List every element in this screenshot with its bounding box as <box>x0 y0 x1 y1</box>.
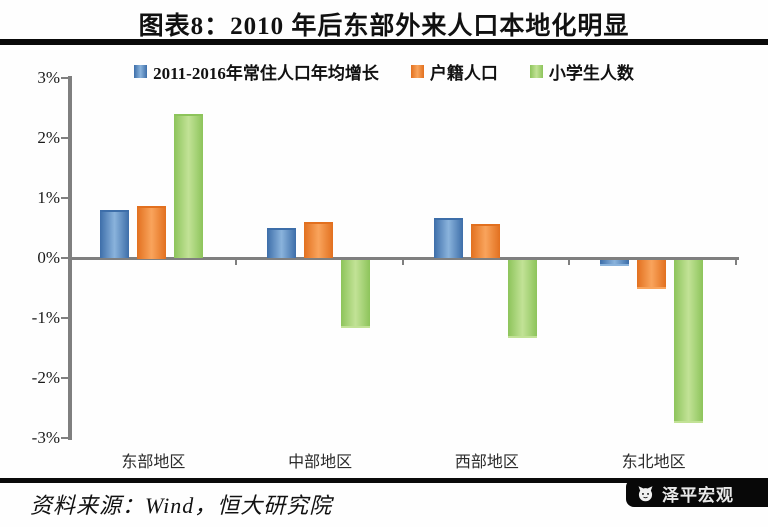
bar-西部地区-series1 <box>470 224 500 259</box>
y-axis-tick <box>61 317 68 319</box>
legend-label: 户籍人口 <box>429 64 498 83</box>
x-axis-category-label: 西部地区 <box>454 454 519 471</box>
y-axis-tick-label: 3% <box>37 68 60 87</box>
legend-swatch-icon <box>410 65 424 78</box>
x-axis-category-tick <box>401 259 404 265</box>
badge-label: 泽平宏观 <box>662 485 734 505</box>
y-axis-tick-label: 2% <box>37 128 60 147</box>
bar-东部地区-series2 <box>174 113 203 259</box>
bar-东部地区-series0 <box>100 210 129 259</box>
cat-logo-icon <box>638 485 653 501</box>
chart-title: 图表8：2010 年后东部外来人口本地化明显 <box>138 13 630 40</box>
legend-swatch-icon <box>134 65 148 78</box>
y-axis-tick-label: 1% <box>37 188 60 207</box>
bar-西部地区-series0 <box>433 218 463 259</box>
title-divider-rule <box>0 39 768 45</box>
y-axis-tick-label: -1% <box>31 308 60 327</box>
x-axis-category-label: 中部地区 <box>288 454 353 471</box>
x-axis-category-label: 东北地区 <box>621 454 686 471</box>
legend-swatch-icon <box>529 65 543 78</box>
legend-item: 户籍人口 <box>410 59 498 84</box>
y-axis-tick <box>61 77 68 79</box>
bar-东北地区-series1 <box>637 259 667 289</box>
bar-东北地区-series2 <box>674 259 704 423</box>
y-axis-tick <box>61 137 68 139</box>
bar-西部地区-series2 <box>507 259 537 339</box>
bar-中部地区-series2 <box>340 259 370 329</box>
bar-东部地区-series1 <box>137 205 166 259</box>
legend-item: 小学生人数 <box>529 59 634 84</box>
x-axis-category-tick <box>735 259 737 265</box>
x-axis-zero-line <box>68 256 739 260</box>
zeping-macro-badge: 泽平宏观 <box>626 479 768 507</box>
source-note: 资料来源：Wind，恒大研究院 <box>30 493 333 518</box>
x-axis-category-label: 东部地区 <box>121 454 186 471</box>
y-axis-tick <box>61 437 68 439</box>
y-axis-tick <box>61 377 68 379</box>
chart-legend: 2011-2016年常住人口年均增长 户籍人口 小学生人数 <box>0 59 768 84</box>
bar-东北地区-series0 <box>600 259 630 267</box>
y-axis-tick-label: -2% <box>31 368 60 387</box>
y-axis-tick <box>61 257 68 259</box>
legend-item: 2011-2016年常住人口年均增长 <box>134 59 379 84</box>
bar-中部地区-series1 <box>303 222 333 259</box>
x-axis-category-tick <box>568 259 571 265</box>
y-axis-tick-label: 0% <box>37 248 60 267</box>
y-axis-tick-label: -3% <box>31 428 60 447</box>
footer-divider-rule <box>0 478 768 483</box>
y-axis-tick <box>61 197 68 199</box>
x-axis-category-tick <box>234 259 237 265</box>
legend-label: 2011-2016年常住人口年均增长 <box>153 64 379 83</box>
legend-label: 小学生人数 <box>548 64 634 83</box>
bar-中部地区-series0 <box>266 228 296 259</box>
